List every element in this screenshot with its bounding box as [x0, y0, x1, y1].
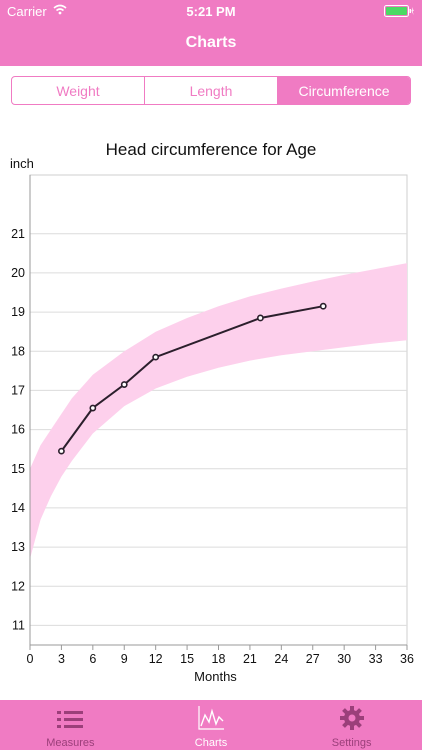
y-tick-label: 16 [11, 423, 25, 437]
carrier-label: Carrier [7, 4, 47, 19]
y-axis-label: inch [10, 156, 34, 171]
segment-circumference[interactable]: Circumference [278, 77, 410, 104]
y-tick-label: 11 [12, 618, 25, 632]
data-point [89, 404, 97, 412]
percentile-band [30, 263, 407, 559]
list-icon [56, 709, 84, 734]
data-point [256, 314, 264, 322]
battery-icon [384, 5, 414, 17]
chart-title: Head circumference for Age [105, 140, 317, 159]
tab-charts[interactable]: Charts [141, 700, 282, 750]
series-line [60, 305, 324, 452]
y-tick-label: 13 [11, 540, 25, 554]
x-tick-label: 21 [243, 652, 257, 666]
chart-icon [197, 705, 225, 734]
wifi-icon [53, 3, 67, 18]
tab-measures-label: Measures [46, 737, 95, 749]
data-point [319, 302, 327, 310]
growth-chart: 0 3 6 9 12 15 18 21 24 27 30 33 36111213141516171819… [11, 174, 414, 684]
x-tick-label: 0 [27, 652, 34, 666]
x-tick-label: 18 [212, 652, 226, 666]
y-tick-label: 18 [11, 344, 25, 358]
x-tick-label: 27 [306, 652, 320, 666]
x-tick-label: 33 [369, 652, 383, 666]
top-bar: Carrier 5:21 PM Charts [0, 0, 422, 66]
page-title: Charts [185, 34, 237, 51]
x-tick-label: 9 [121, 652, 128, 666]
y-tick-label: 20 [11, 266, 25, 280]
y-tick-label: 19 [11, 305, 25, 319]
tab-measures[interactable]: Measures [0, 700, 141, 750]
chart-type-segmented-control: Weight Length Circumference [11, 76, 411, 105]
tab-settings-label: Settings [331, 737, 372, 749]
x-tick-label: 36 [400, 652, 414, 666]
x-tick-label: 30 [337, 652, 351, 666]
tab-bar: Measures Charts [0, 700, 422, 750]
tab-settings[interactable]: Settings [281, 700, 422, 750]
segment-weight[interactable]: Weight [12, 77, 145, 104]
chart-area: Head circumference for Age inch 0 3 6 9 12 15… [0, 130, 422, 690]
y-tick-label: 17 [11, 383, 25, 397]
y-tick-label: 21 [11, 227, 25, 241]
tab-charts-label: Charts [194, 737, 228, 749]
data-point [152, 353, 160, 361]
x-tick-label: 12 [149, 652, 163, 666]
data-point [58, 447, 65, 455]
gear-icon [339, 705, 365, 734]
data-point [120, 381, 128, 388]
x-tick-label: 15 [180, 652, 194, 666]
clock: 5:21 PM [186, 4, 236, 19]
y-tick-label: 14 [11, 501, 25, 515]
x-tick-label: 24 [274, 652, 288, 666]
y-tick-label: 12 [11, 579, 25, 593]
x-tick-label: 3 [58, 652, 65, 666]
segment-length[interactable]: Length [145, 77, 278, 104]
status-bar: Carrier 5:21 PM [0, 0, 422, 22]
x-tick-label: 6 [89, 652, 96, 666]
y-tick-label: 15 [11, 462, 25, 476]
x-axis-label: Months [194, 669, 237, 684]
